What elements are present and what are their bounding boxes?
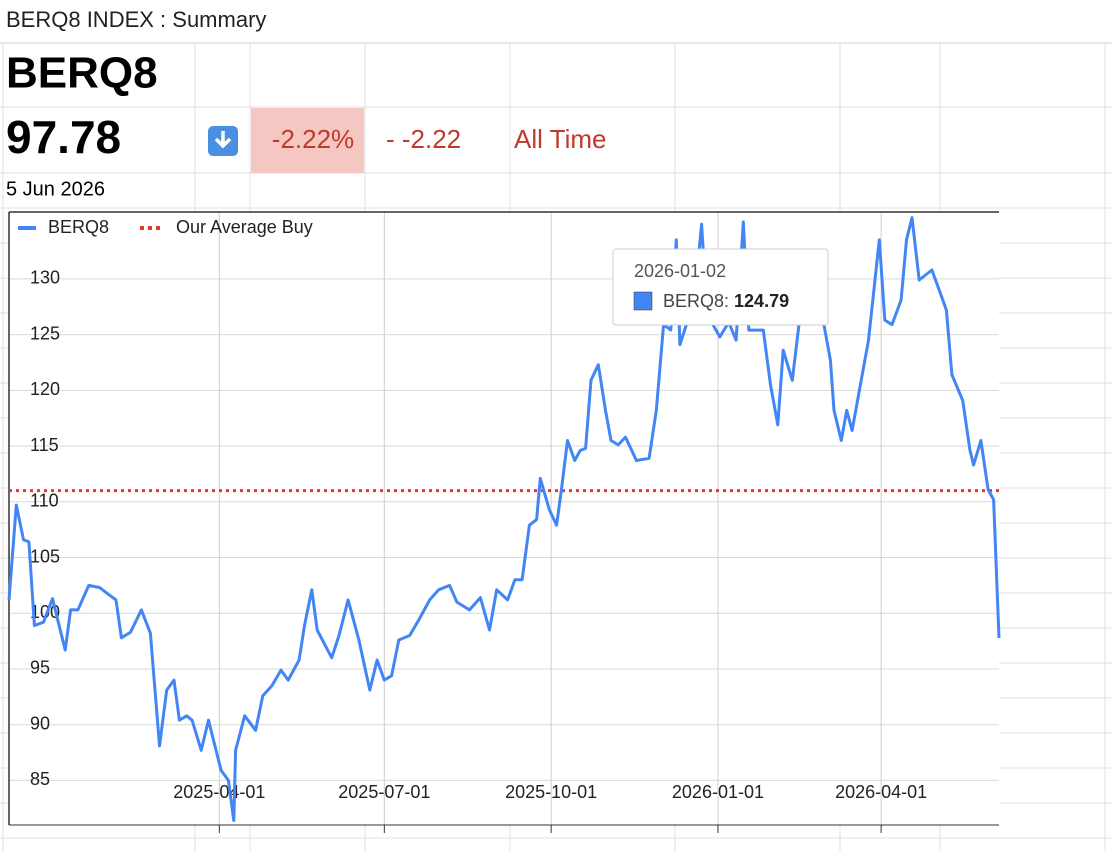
y-tick-label: 110	[30, 491, 59, 511]
legend-label: Our Average Buy	[176, 217, 313, 237]
y-tick-label: 85	[30, 769, 50, 789]
tooltip-box	[612, 248, 829, 326]
plot-area	[9, 212, 999, 825]
y-tick-label: 115	[30, 435, 59, 455]
y-tick-label: 125	[30, 323, 60, 343]
y-tick-label: 100	[30, 602, 60, 622]
x-tick-label: 2025-07-01	[338, 782, 430, 802]
change-cell	[251, 108, 364, 173]
period: All Time	[514, 124, 606, 154]
change-pct: -2.22%	[272, 124, 354, 154]
date: 5 Jun 2026	[6, 178, 105, 200]
price: 97.78	[6, 111, 121, 163]
y-tick-label: 90	[30, 713, 50, 733]
tooltip-swatch	[633, 291, 653, 311]
page-title: BERQ8 INDEX : Summary	[6, 7, 266, 32]
title-bar	[0, 0, 1112, 43]
tooltip-label: BERQ8: 124.79	[663, 291, 789, 311]
change: - -2.22	[386, 124, 461, 154]
y-tick-label: 95	[30, 658, 50, 678]
x-tick-label: 2026-04-01	[835, 782, 927, 802]
y-tick-label: 105	[30, 546, 60, 566]
y-tick-label: 120	[30, 379, 60, 399]
tooltip-date: 2026-01-02	[634, 261, 726, 281]
legend-label: BERQ8	[48, 217, 109, 237]
x-tick-label: 2025-10-01	[505, 782, 597, 802]
x-tick-label: 2026-01-01	[672, 782, 764, 802]
ticker: BERQ8	[6, 49, 158, 98]
tooltip-series: BERQ8:	[663, 291, 729, 311]
series-line	[7, 216, 1001, 822]
y-tick-label: 130	[30, 268, 60, 288]
tooltip: 2026-01-02 BERQ8: 124.79	[612, 248, 829, 326]
chart: 85 90 95 100 105 110 115 120 125 130 2025-04-01 202…	[7, 211, 1001, 833]
down-arrow-icon	[208, 126, 238, 156]
tooltip-value: 124.79	[734, 291, 789, 311]
x-tick-label: 2025-04-01	[173, 782, 265, 802]
